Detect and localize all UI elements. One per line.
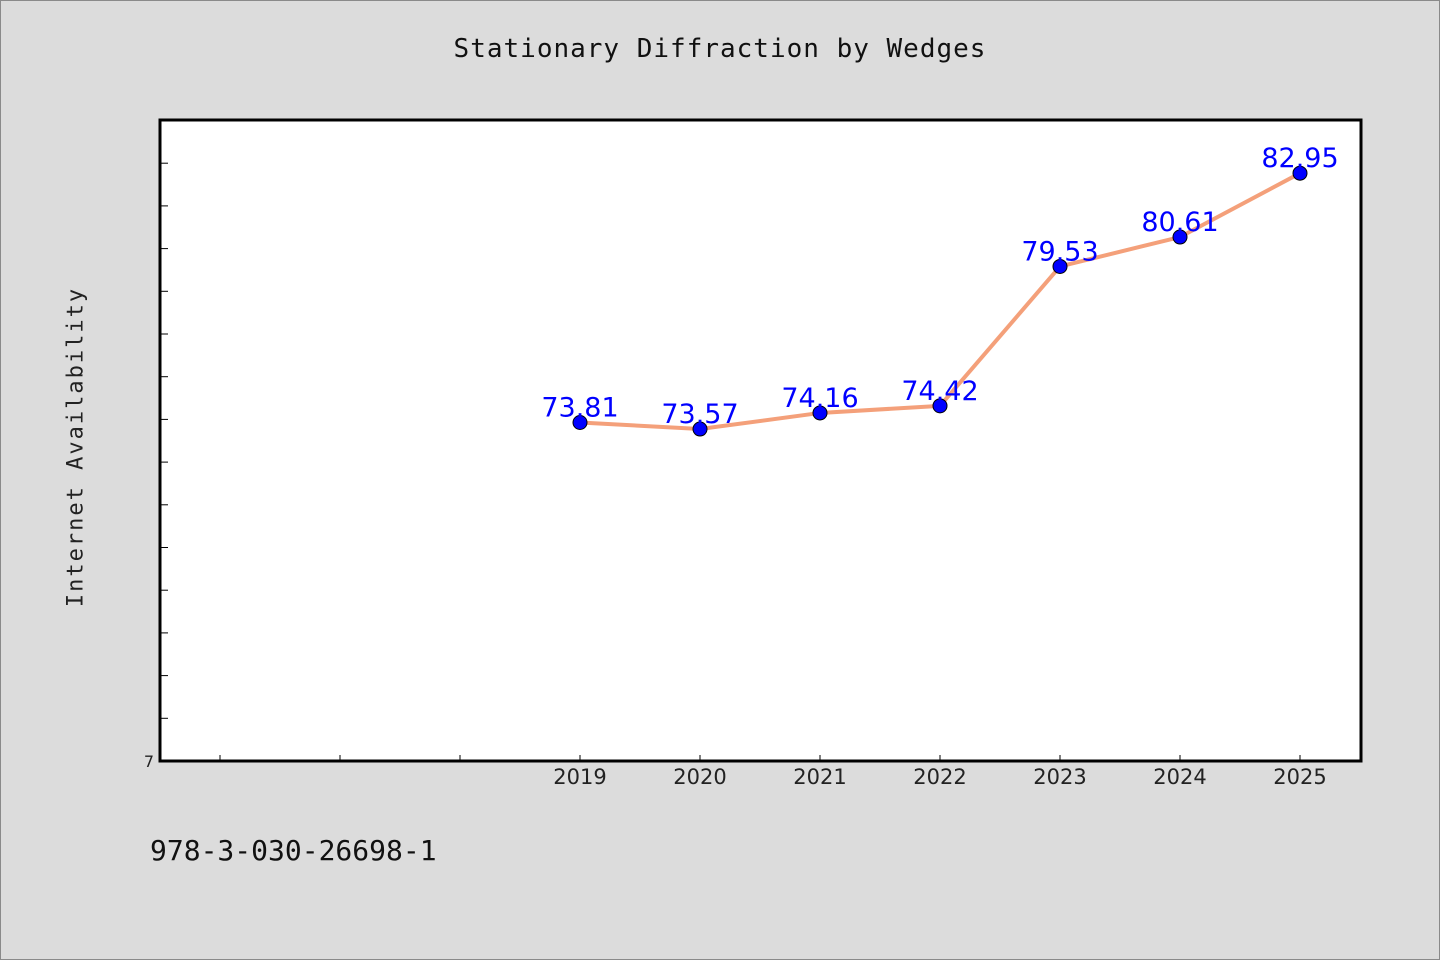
data-markers [572, 165, 1308, 437]
x-tick-label: 2025 [1273, 765, 1326, 789]
x-tick-label: 2023 [1033, 765, 1086, 789]
data-label: 74.16 [781, 383, 858, 414]
data-point [1052, 258, 1068, 274]
data-point [1172, 229, 1188, 245]
x-tick-label: 2020 [673, 765, 726, 789]
data-point [692, 421, 708, 437]
data-point [572, 414, 588, 430]
data-point [932, 398, 948, 414]
chart-title: Stationary Diffraction by Wedges [453, 34, 987, 64]
x-tick-label: 2022 [913, 765, 966, 789]
plot-border [158, 118, 1363, 763]
x-axis-ticks: 2019 2020 2021 2022 2023 2024 2025 [219, 755, 1327, 789]
data-label: 73.57 [661, 399, 738, 430]
data-label: 80.61 [1141, 207, 1218, 238]
data-label: 73.81 [541, 392, 618, 423]
y-tick-label: 7 [144, 752, 154, 771]
plot-area [160, 120, 1361, 761]
x-tick-label: 2019 [553, 765, 606, 789]
data-label: 79.53 [1021, 236, 1098, 267]
x-tick-label: 2024 [1153, 765, 1206, 789]
footer-identifier: 978-3-030-26698-1 [150, 834, 437, 867]
data-point [1292, 165, 1308, 181]
data-label: 74.42 [901, 376, 978, 407]
x-tick-label: 2021 [793, 765, 846, 789]
data-point [812, 405, 828, 421]
data-label: 82.95 [1261, 143, 1338, 174]
data-labels: 73.81 73.57 74.16 74.42 79.53 80.61 82.95 [541, 143, 1338, 430]
